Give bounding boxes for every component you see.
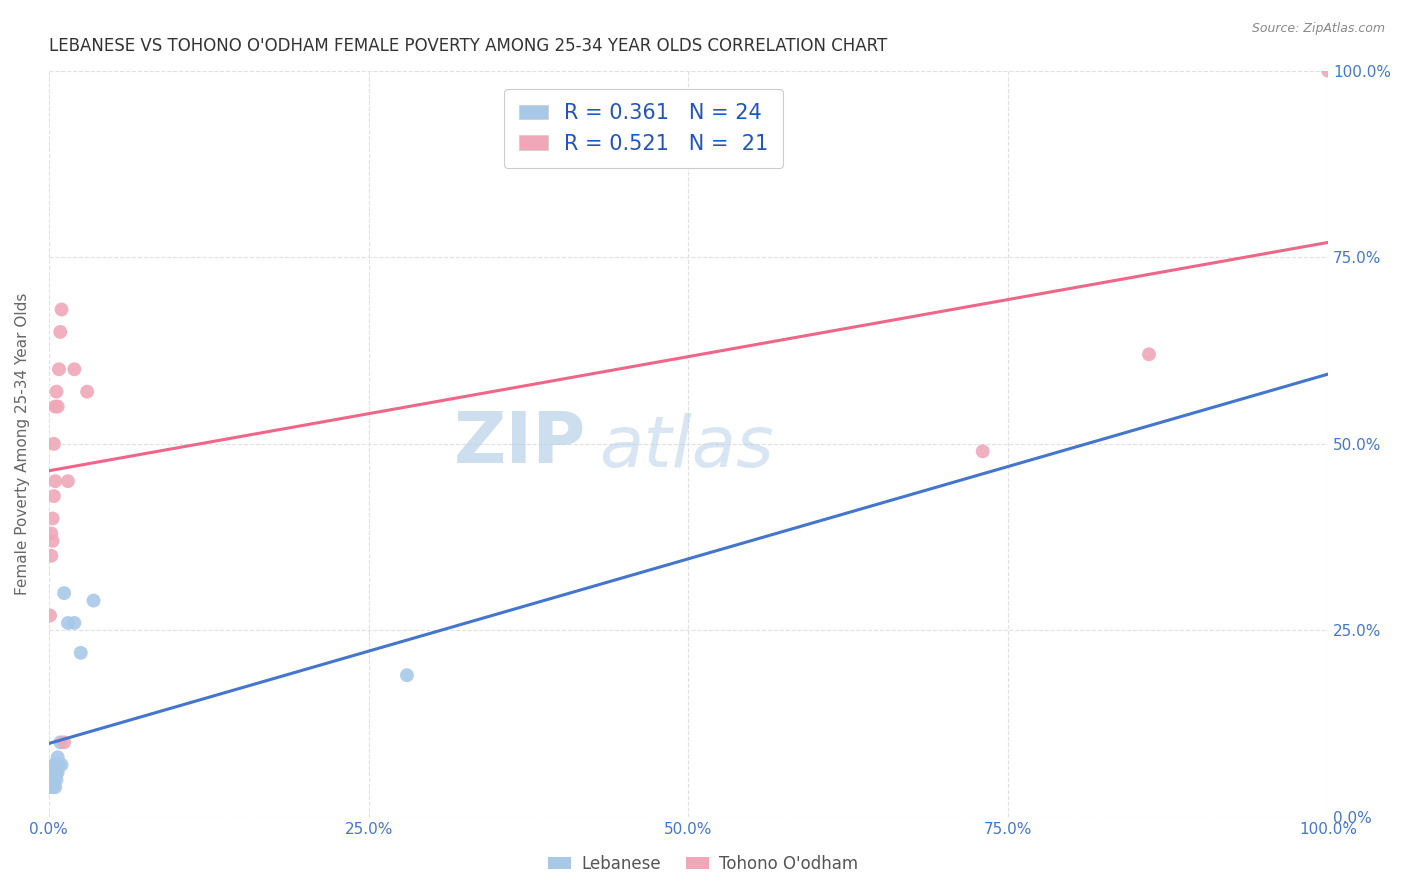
Point [44, 780, 66, 794]
Point [39, 765, 62, 780]
Point [39, 772, 62, 787]
Text: LEBANESE VS TOHONO O'ODHAM FEMALE POVERTY AMONG 25-34 YEAR OLDS CORRELATION CHAR: LEBANESE VS TOHONO O'ODHAM FEMALE POVERT… [49, 37, 887, 55]
Legend: R = 0.361   N = 24, R = 0.521   N =  21: R = 0.361 N = 24, R = 0.521 N = 21 [503, 88, 783, 169]
Point [53, 735, 76, 749]
Point [41, 772, 63, 787]
Point [42, 757, 65, 772]
Point [42, 437, 65, 451]
Point [39, 526, 62, 541]
Point [46, 400, 69, 414]
Text: Source: ZipAtlas.com: Source: ZipAtlas.com [1251, 22, 1385, 36]
Legend: Lebanese, Tohono O'odham: Lebanese, Tohono O'odham [541, 848, 865, 880]
Point [44, 400, 66, 414]
Point [39, 549, 62, 563]
Point [45, 772, 67, 787]
Point [42, 489, 65, 503]
Point [63, 615, 86, 630]
Point [63, 362, 86, 376]
Point [69, 646, 91, 660]
Point [46, 765, 69, 780]
Point [45, 384, 67, 399]
Point [41, 780, 63, 794]
Point [44, 765, 66, 780]
Point [41, 765, 63, 780]
Point [41, 533, 63, 548]
Text: ZIP: ZIP [454, 409, 586, 478]
Point [1317, 63, 1340, 78]
Point [51, 302, 73, 317]
Point [42, 772, 65, 787]
Point [1137, 347, 1160, 361]
Point [48, 757, 70, 772]
Y-axis label: Female Poverty Among 25-34 Year Olds: Female Poverty Among 25-34 Year Olds [15, 293, 30, 595]
Point [39, 780, 62, 794]
Point [45, 757, 67, 772]
Point [56, 615, 79, 630]
Point [395, 668, 418, 682]
Point [39, 608, 62, 623]
Point [972, 444, 994, 458]
Point [76, 384, 98, 399]
Point [49, 325, 72, 339]
Point [53, 586, 76, 600]
Point [51, 757, 73, 772]
Point [49, 735, 72, 749]
Point [44, 474, 66, 488]
Text: atlas: atlas [599, 413, 773, 482]
Point [83, 593, 105, 607]
Point [56, 474, 79, 488]
Point [45, 765, 67, 780]
Point [48, 362, 70, 376]
Point [46, 750, 69, 764]
Point [41, 511, 63, 525]
